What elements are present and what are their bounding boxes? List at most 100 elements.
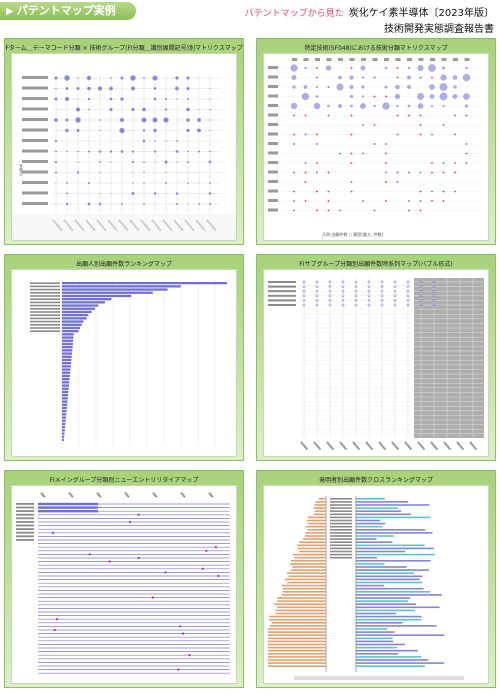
bubble-marker <box>131 192 135 195</box>
left-bar <box>282 587 326 590</box>
right-bar <box>356 566 407 568</box>
left-bar <box>299 541 326 543</box>
dot-marker <box>454 114 456 117</box>
bubble-marker <box>131 150 135 153</box>
dot-marker <box>431 171 433 174</box>
left-bar <box>281 594 326 596</box>
row-label-placeholder <box>268 208 278 212</box>
entry-marker <box>201 567 204 570</box>
bubble-marker <box>152 75 158 81</box>
bubble-marker <box>176 172 178 173</box>
column-label-placeholder <box>349 58 355 61</box>
bubble-marker <box>429 84 435 90</box>
bubble-marker <box>209 119 211 121</box>
ranking-bar <box>62 358 72 362</box>
entry-marker <box>151 596 154 599</box>
bubble-marker <box>175 192 179 195</box>
ranking-bar <box>62 426 66 429</box>
row-label-placeholder <box>268 189 278 193</box>
bubble-marker <box>209 129 211 132</box>
dot-marker <box>304 114 307 117</box>
bubble-marker <box>109 97 113 101</box>
bubble-marker <box>97 86 103 91</box>
bubble-marker <box>176 203 178 205</box>
bubble-marker <box>143 171 145 174</box>
bubble-marker <box>439 92 448 101</box>
bubble-marker <box>208 160 212 164</box>
bubble-marker <box>109 150 113 153</box>
bubble-marker <box>186 107 190 112</box>
bubble-marker <box>432 303 436 307</box>
bubble-marker <box>439 83 448 91</box>
ranking-bar <box>62 323 82 326</box>
bubble-marker <box>186 76 190 80</box>
dot-marker <box>396 67 399 69</box>
bubble-marker <box>328 294 332 298</box>
ranking-bar <box>62 349 73 352</box>
dot-marker <box>385 181 387 183</box>
right-bar <box>356 640 394 643</box>
bubble-marker <box>349 75 354 80</box>
bubble-marker <box>99 171 101 174</box>
ranking-bar <box>62 307 95 310</box>
ranking-bar <box>62 387 69 390</box>
dot-marker <box>465 143 468 145</box>
bubble-marker <box>464 104 469 108</box>
bubble-marker <box>417 64 424 72</box>
inventor-label-placeholder <box>330 516 352 519</box>
bubble-marker <box>341 280 345 284</box>
bubble-marker <box>419 285 423 288</box>
bubble-marker <box>120 76 124 80</box>
bubble-matrix <box>268 58 482 212</box>
cross-ranking-chart <box>268 496 464 680</box>
panel-title: 出願人別出願件数ランキングマップ <box>76 261 172 268</box>
bubble-marker <box>349 84 354 90</box>
bubble-marker <box>176 140 178 142</box>
bubble-marker <box>143 161 145 163</box>
right-bar <box>356 603 416 605</box>
row-label-placeholder <box>268 151 278 155</box>
panel-title: FIサブグループ分類別出願件数時系列マップ(バブル形式) <box>299 261 453 268</box>
row-label-placeholder <box>268 170 278 174</box>
bubble-marker <box>208 202 212 206</box>
inventor-label-placeholder <box>330 510 352 512</box>
matrix-chart-area: 非表示 <box>11 53 237 241</box>
ranking-bar <box>62 298 112 301</box>
right-bar <box>356 656 422 658</box>
left-bar <box>297 544 326 547</box>
bubble-marker <box>382 102 390 110</box>
bubble-marker <box>165 193 167 194</box>
right-bar <box>356 597 411 599</box>
dot-marker <box>419 171 422 174</box>
bubble-marker <box>209 108 211 111</box>
bubble-marker <box>76 87 80 90</box>
bubble-marker <box>209 150 211 153</box>
bubble-marker <box>440 74 447 81</box>
bubble-marker <box>75 107 81 112</box>
left-bar <box>286 581 326 584</box>
row-label-placeholder <box>22 149 48 153</box>
right-bar <box>356 538 377 540</box>
bubble-marker <box>120 97 124 101</box>
left-bar <box>268 659 326 661</box>
dot-marker <box>373 124 376 126</box>
bubble-marker <box>384 66 388 70</box>
dot-marker <box>442 105 445 107</box>
bubble-marker <box>393 294 397 298</box>
dot-marker <box>362 152 364 155</box>
bubble-marker <box>87 202 91 206</box>
left-bar <box>290 563 326 565</box>
dot-marker <box>316 162 318 164</box>
row-label-placeholder <box>268 294 296 297</box>
bubble-marker <box>175 76 179 80</box>
right-bar <box>356 563 385 565</box>
bubble-marker <box>325 65 332 71</box>
ranking-bar <box>62 285 181 288</box>
panel-new-entry-retire: FIメイングループ分類別ニューエントリリタイアマップ <box>4 470 244 688</box>
bubble-marker <box>54 139 58 143</box>
inventor-label-placeholder <box>330 535 352 537</box>
dot-marker <box>327 200 330 202</box>
bubble-marker <box>186 86 190 91</box>
bubble-marker <box>315 285 319 288</box>
ranking-bar <box>62 362 72 365</box>
